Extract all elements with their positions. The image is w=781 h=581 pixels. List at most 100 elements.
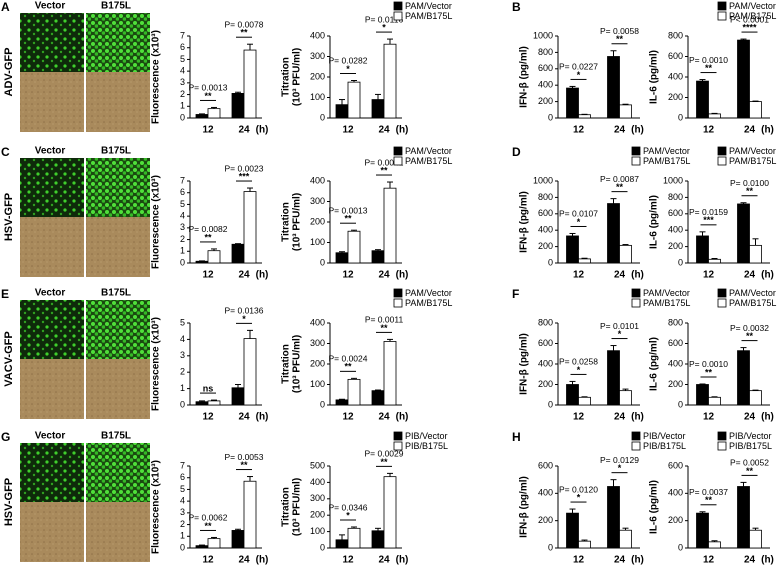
significance-mark: * [577,365,581,375]
y-tick-label: 200 [668,241,683,251]
significance-mark: * [618,463,622,473]
y-axis-label: Fluorescence (x10³) [151,30,162,124]
p-value: P= 0.0052 [730,458,769,468]
bar [578,540,591,549]
y-tick-label: 1000 [533,175,553,185]
error-bar [375,93,381,100]
error-bar [610,50,617,57]
legend-label: PAM/Vector [405,146,452,156]
p-value: P= 0.0062 [189,513,228,523]
y-axis-label: Titration [281,344,292,384]
x-tick-label: 12 [573,270,585,281]
y-axis-label: Fluorescence (x10³) [151,460,162,554]
x-tick-label: 24 [238,412,250,423]
y-tick-label: 1000 [663,175,683,185]
bar [231,387,245,406]
bar [207,108,221,119]
bar [696,384,709,406]
y-axis-label: (10³ PFU/ml) [292,335,303,393]
x-unit: (h) [631,125,644,136]
bar [737,350,750,406]
y-axis-label: (10³ PFU/ml) [292,478,303,536]
legend-swatch [717,441,727,451]
bar [231,530,245,549]
x-tick-label: 12 [573,412,585,423]
y-tick-label: 0 [548,542,553,552]
y-axis-label: (10³ PFU/ml) [292,48,303,106]
significance-mark: * [577,217,581,227]
p-value: P= 0.0136 [225,306,264,316]
error-bar [740,481,747,487]
legend-label: PAM/Vector [729,1,776,11]
y-tick-label: 0 [180,542,185,552]
x-tick-label: 12 [342,270,354,281]
significance-mark: ** [616,34,624,44]
error-bar [247,187,253,192]
bar [335,104,349,119]
error-bar [610,345,617,351]
y-axis-label: IFN-β (pg/ml) [519,333,530,395]
panel-letter: E [1,287,9,301]
significance-mark: ** [380,323,388,333]
virus-label: VACV-GFP [3,331,15,386]
bar [231,93,245,119]
y-tick-label: 100 [310,526,325,536]
bar [383,187,397,264]
x-tick-label: 24 [378,125,390,136]
bar [371,530,385,549]
bar [347,81,361,119]
y-tick-label: 0 [678,112,683,122]
bar [607,56,620,119]
x-tick-label: 24 [378,555,390,566]
bar [195,401,209,406]
fluorescence-image [20,158,84,217]
legend-label: PAM/B175L [729,11,776,21]
x-tick-label: 12 [703,125,715,136]
bar [749,244,762,264]
error-bar [699,79,706,82]
legend-label: PIB/B175L [729,441,772,451]
y-tick-label: 400 [668,358,683,368]
significance-mark: ns [203,383,214,393]
p-value: P= 0.0053 [225,452,264,462]
p-value: P= 0.0032 [730,323,769,333]
y-tick-label: 7 [180,30,185,40]
bar [231,243,245,264]
significance-mark: * [346,64,350,74]
p-value: P= 0.0120 [559,484,598,494]
error-bar [581,539,588,542]
error-bar [375,527,381,531]
error-bar [569,232,576,236]
y-axis-label: IFN-β (pg/ml) [519,191,530,253]
y-tick-label: 0 [320,112,325,122]
bar [347,230,361,264]
fluorescence-image [86,13,150,72]
bar [708,258,721,264]
x-tick-label: 24 [238,270,250,281]
x-tick-label: 24 [238,125,250,136]
error-bar [247,329,253,339]
p-value: P= 0.0258 [559,357,598,367]
y-tick-label: 3 [180,77,185,87]
legend-swatch [717,298,727,308]
y-tick-label: 2 [180,234,185,244]
fluorescence-image [86,443,150,502]
legend-label: PIB/Vector [405,431,448,441]
bar [696,512,709,549]
bar [195,260,209,264]
y-tick-label: 200 [310,510,325,520]
legend-swatch [717,11,727,21]
error-bar [622,388,629,391]
bar [371,250,385,264]
legend-swatch [393,156,403,166]
bar [383,43,397,119]
y-tick-label: 0 [180,112,185,122]
y-tick-label: 4 [180,211,185,221]
image-label: B175L [101,288,131,299]
y-axis-label: IL-6 (pg/ml) [649,480,660,534]
p-value: P= 0.0282 [329,56,368,66]
bar [207,538,221,549]
p-value: P= 0.0029 [365,449,404,459]
bar [566,384,579,406]
